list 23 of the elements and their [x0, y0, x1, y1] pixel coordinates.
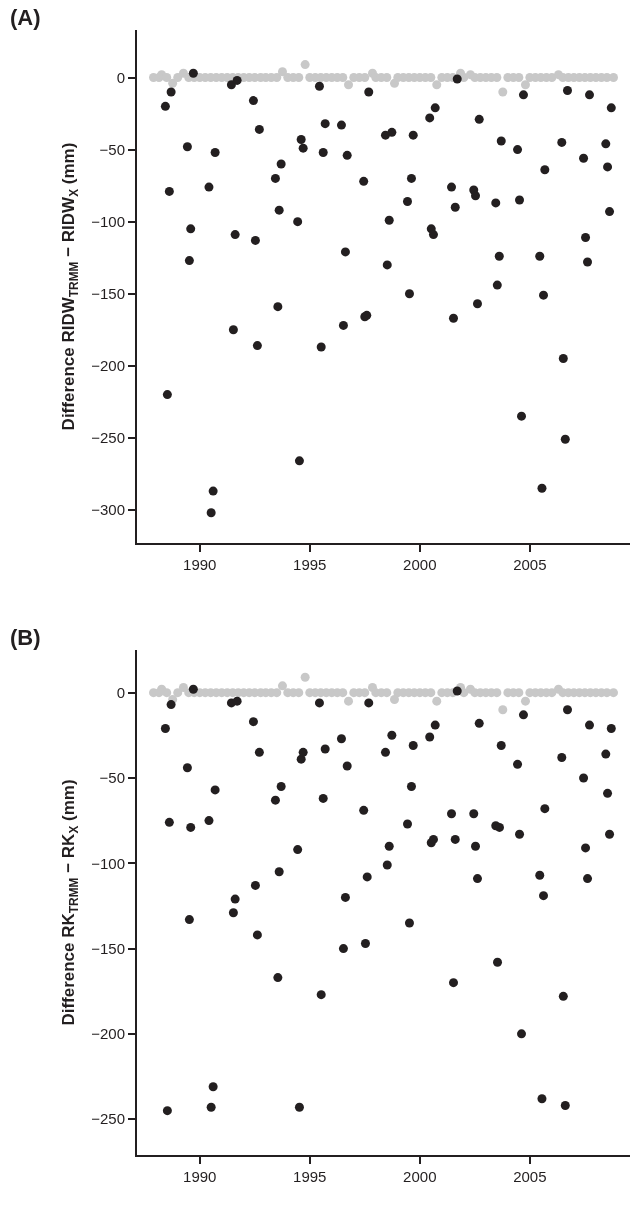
- y-tick-label: −50: [99, 769, 125, 787]
- chart-title: (B): [10, 625, 41, 650]
- y-tick-label: −250: [91, 1110, 125, 1128]
- x-tick-label: 1990: [183, 1168, 217, 1185]
- y-tick-label: −150: [91, 939, 125, 957]
- y-tick-label: −300: [91, 501, 125, 519]
- x-tick-label: 2005: [513, 1168, 547, 1185]
- y-tick-label: −50: [99, 140, 125, 158]
- x-tick-label: 1990: [183, 556, 217, 573]
- chart-title: (A): [10, 5, 41, 30]
- y-tick-label: −200: [91, 1025, 125, 1043]
- y-tick-label: −200: [91, 357, 125, 375]
- x-tick-label: 2005: [513, 556, 547, 573]
- x-tick-label: 1995: [293, 1168, 327, 1185]
- x-tick-label: 2000: [403, 1168, 437, 1185]
- x-tick-label: 1995: [293, 556, 327, 573]
- y-tick-label: 0: [116, 68, 125, 86]
- y-tick-label: −100: [91, 212, 125, 230]
- y-tick-label: 0: [116, 683, 125, 701]
- x-tick-label: 2000: [403, 556, 437, 573]
- y-tick-label: −250: [91, 429, 125, 447]
- y-tick-label: −150: [91, 284, 125, 302]
- y-tick-label: −100: [91, 854, 125, 872]
